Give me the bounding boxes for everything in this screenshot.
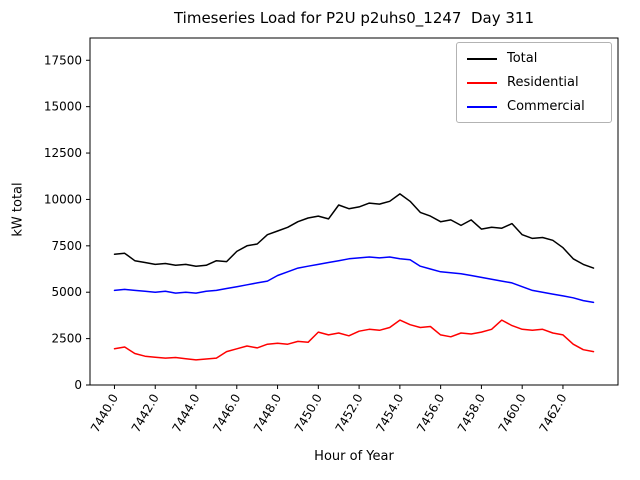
y-tick-label: 5000: [51, 285, 82, 299]
x-tick-label: 7452.0: [333, 392, 366, 435]
x-tick-label: 7454.0: [373, 392, 406, 435]
y-tick-label: 0: [74, 378, 82, 392]
series-total: [113, 193, 595, 269]
y-axis-label: kW total: [10, 182, 26, 237]
legend-label: Total: [507, 51, 538, 66]
legend: Total Residential Commercial: [456, 42, 612, 123]
y-tick-label: 17500: [44, 53, 82, 67]
x-tick-label: 7440.0: [88, 392, 121, 435]
x-tick-label: 7446.0: [210, 392, 243, 435]
x-tick-label: 7450.0: [292, 392, 325, 435]
axes-spines: [89, 37, 619, 386]
legend-label: Residential: [507, 75, 579, 90]
y-tick-label: 10000: [44, 192, 82, 206]
x-tick-label: 7458.0: [455, 391, 488, 434]
legend-label: Commercial: [507, 99, 585, 114]
x-tick-label: 7444.0: [169, 392, 202, 435]
x-axis-label: Hour of Year: [314, 449, 394, 464]
series-residential: [113, 319, 595, 361]
legend-item-commercial: Commercial: [467, 99, 601, 114]
y-tick-label: 2500: [51, 332, 82, 346]
x-tick-label: 7442.0: [129, 392, 162, 435]
legend-line-total: [467, 57, 497, 60]
legend-item-residential: Residential: [467, 75, 601, 90]
y-tick-label: 7500: [51, 239, 82, 253]
y-tick-label: 15000: [44, 100, 82, 114]
x-tick-label: 7460.0: [496, 392, 529, 435]
x-tick-label: 7448.0: [251, 392, 284, 435]
chart-title: Timeseries Load for P2U p2uhs0_1247 Day …: [173, 9, 535, 27]
x-tick-label: 7456.0: [414, 392, 447, 435]
x-tick-label: 7462.0: [536, 392, 569, 435]
legend-line-residential: [467, 81, 497, 84]
legend-item-total: Total: [467, 51, 601, 66]
legend-line-commercial: [467, 105, 497, 108]
y-tick-label: 12500: [44, 146, 82, 160]
series-commercial: [113, 256, 595, 304]
